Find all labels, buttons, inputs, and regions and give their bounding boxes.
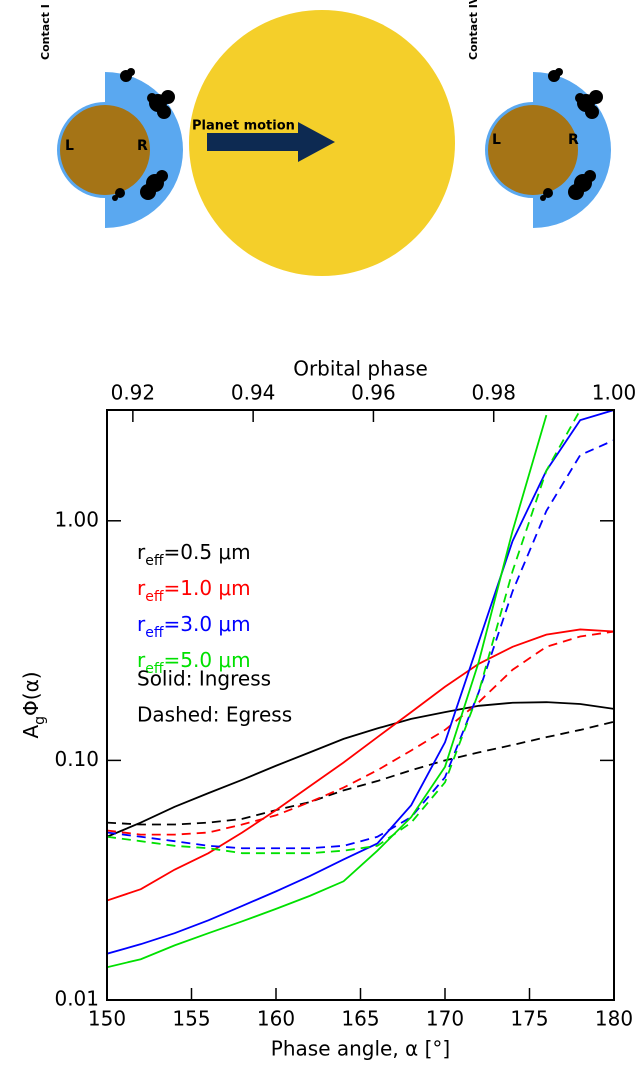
transit-diagram: Planet motion Contact I Contact IV L R L…: [39, 0, 611, 276]
side-label: L: [492, 132, 501, 148]
legend-entry: reff=3.0 μm: [137, 612, 251, 642]
series-layer: [107, 410, 614, 969]
clouds: [540, 68, 603, 201]
x-axis-label: Phase angle, α [°]: [271, 1037, 450, 1061]
x-tick-label: 180: [595, 1007, 633, 1031]
egress-line: [107, 720, 614, 826]
x2-tick-label: 0.96: [351, 381, 396, 405]
legend-entry: reff=0.5 μm: [137, 540, 251, 570]
y-axis-label: AgΦ(α): [19, 671, 49, 738]
y-tick-label: 1.00: [54, 507, 99, 531]
side-label: L: [65, 138, 74, 154]
legend-entry: reff=5.0 μm: [137, 648, 251, 678]
y-tick-label: 0.01: [54, 987, 99, 1011]
ingress-line: [107, 414, 548, 969]
x2-tick-label: 0.92: [111, 381, 156, 405]
ingress-line: [107, 628, 614, 902]
ingress-line: [107, 701, 614, 838]
note: Solid: Ingress: [137, 667, 271, 691]
x-tick-label: 155: [172, 1007, 210, 1031]
y-tick-label: 0.10: [54, 747, 99, 771]
x2-tick-label: 0.98: [471, 381, 516, 405]
ingress-line: [107, 410, 614, 955]
plot-frame: [106, 409, 615, 1001]
side-label: R: [137, 138, 148, 154]
x2-tick-label: 0.94: [231, 381, 276, 405]
contact-label: Contact IV: [467, 0, 480, 60]
clouds: [112, 68, 175, 201]
top-axis-label: Orbital phase: [293, 357, 428, 381]
contact-label: Contact I: [39, 4, 52, 60]
x-tick-label: 165: [341, 1007, 379, 1031]
egress-line: [107, 410, 581, 855]
egress-line: [107, 439, 614, 850]
side-label: R: [568, 132, 579, 148]
x-tick-label: 150: [88, 1007, 126, 1031]
x-tick-label: 160: [257, 1007, 295, 1031]
planet-core: [488, 105, 578, 195]
legend-entry: reff=1.0 μm: [137, 576, 251, 606]
x-tick-label: 175: [510, 1007, 548, 1031]
plot: 150 155 160 165 170 175 180 0.92 0.94 0.96 0.98 1.0…: [19, 357, 637, 1061]
egress-line: [107, 630, 614, 836]
motion-arrow: [207, 122, 335, 162]
planet-core: [60, 105, 150, 195]
x-tick-label: 170: [426, 1007, 464, 1031]
arrow-label: Planet motion: [192, 119, 295, 134]
note: Dashed: Egress: [137, 703, 292, 727]
x2-tick-label: 1.00: [592, 381, 637, 405]
